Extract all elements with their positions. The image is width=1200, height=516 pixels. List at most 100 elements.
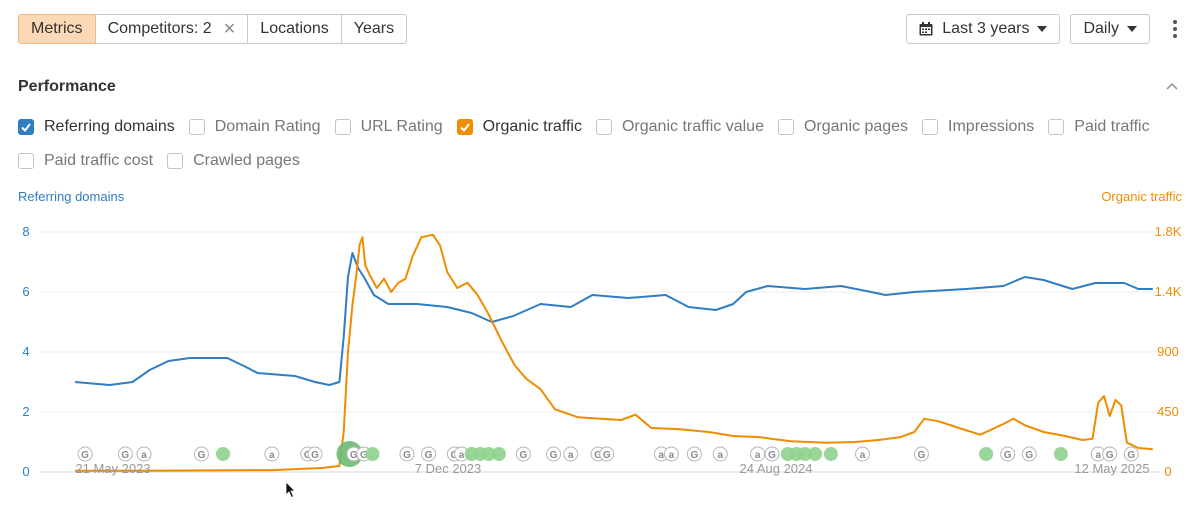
checkbox-label: Paid traffic xyxy=(1074,118,1150,135)
checkbox-label: Organic traffic xyxy=(482,118,582,135)
interval-label: Daily xyxy=(1083,20,1119,37)
close-icon[interactable]: × xyxy=(223,18,236,40)
competitors-tab-label: Competitors: 2 xyxy=(107,20,212,37)
ahrefs-update-marker xyxy=(264,446,280,462)
series-line-organic-traffic xyxy=(75,233,1153,472)
event-dot-marker xyxy=(491,447,506,461)
ahrefs-icon: a xyxy=(459,450,465,461)
ahrefs-icon: a xyxy=(141,450,147,461)
checkbox-impressions[interactable]: Impressions xyxy=(922,118,1034,136)
checkbox-paid-traffic-cost[interactable]: Paid traffic cost xyxy=(18,152,153,170)
checkbox-box[interactable] xyxy=(18,153,34,169)
google-update-marker xyxy=(1000,446,1016,462)
checkbox-paid-traffic[interactable]: Paid traffic xyxy=(1048,118,1150,136)
chevron-up-icon[interactable] xyxy=(1166,80,1178,92)
metrics-tab-label: Metrics xyxy=(31,20,83,37)
google-icon: G xyxy=(690,450,698,461)
google-update-marker xyxy=(546,446,562,462)
checkbox-label: Domain Rating xyxy=(214,118,321,135)
google-icon: G xyxy=(1004,450,1012,461)
competitors-tab[interactable]: Competitors: 2 × xyxy=(95,14,249,44)
x-tick-label: 21 May 2023 xyxy=(75,461,150,476)
metrics-tab[interactable]: Metrics xyxy=(18,14,96,44)
google-icon: G xyxy=(198,450,206,461)
date-range-label: Last 3 years xyxy=(942,20,1030,37)
section-title: Performance xyxy=(18,78,116,95)
google-update-marker xyxy=(913,446,929,462)
event-dot-marker xyxy=(979,447,994,461)
google-icon: G xyxy=(1127,450,1135,461)
locations-tab[interactable]: Locations xyxy=(248,14,342,44)
checkbox-label: Paid traffic cost xyxy=(44,152,154,169)
checkbox-box[interactable] xyxy=(777,119,794,135)
more-options-icon[interactable] xyxy=(1168,20,1182,38)
date-range-dropdown[interactable]: Last 3 years xyxy=(906,14,1061,44)
google-icon: G xyxy=(360,450,368,461)
left-tick-label: 0 xyxy=(22,464,29,479)
event-dot-marker xyxy=(481,447,496,461)
left-tick-label: 8 xyxy=(22,224,29,239)
interval-dropdown[interactable]: Daily xyxy=(1070,14,1150,44)
google-icon: G xyxy=(768,450,776,461)
google-update-marker xyxy=(686,446,702,462)
event-dot-marker xyxy=(808,447,823,461)
ahrefs-icon: a xyxy=(1095,450,1101,461)
ahrefs-update-marker xyxy=(855,446,871,462)
mouse-cursor-icon xyxy=(285,481,296,499)
google-update-marker xyxy=(599,446,615,462)
google-icon: G xyxy=(81,450,89,461)
left-tick-label: 6 xyxy=(22,284,29,299)
checkbox-label: Organic traffic value xyxy=(621,118,764,135)
google-icon: G xyxy=(603,450,611,461)
years-tab[interactable]: Years xyxy=(341,14,408,44)
google-update-marker xyxy=(421,446,437,462)
checkbox-url-rating[interactable]: URL Rating xyxy=(334,118,443,136)
event-dot-marker xyxy=(216,447,231,461)
checkbox-box[interactable] xyxy=(167,153,184,169)
checkbox-box[interactable] xyxy=(188,119,205,135)
ahrefs-update-marker xyxy=(712,446,728,462)
event-dot-marker xyxy=(823,447,838,461)
ahrefs-icon: a xyxy=(568,450,574,461)
right-axis-title: Organic traffic xyxy=(1101,189,1182,204)
performance-chart[interactable]: 0246804509001.4K1.8KGGaGaGGGGGGGaGGaGGaa… xyxy=(0,210,1200,485)
google-icon: G xyxy=(519,450,527,461)
x-tick-label: 24 Aug 2024 xyxy=(739,461,812,476)
google-update-marker xyxy=(764,446,780,462)
checkbox-referring-domains[interactable]: Referring domains xyxy=(18,118,175,136)
x-tick-label: 12 May 2025 xyxy=(1074,461,1149,476)
chevron-down-icon xyxy=(1037,26,1048,32)
right-tick-label: 0 xyxy=(1164,464,1171,479)
metric-checkboxes: Referring domains Domain Rating URL Rating… xyxy=(18,116,1188,184)
ahrefs-update-marker xyxy=(563,446,579,462)
google-update-marker xyxy=(1123,446,1139,462)
checkmark-icon[interactable] xyxy=(456,119,473,135)
checkbox-organic-pages[interactable]: Organic pages xyxy=(777,118,908,136)
chevron-down-icon xyxy=(1127,26,1137,32)
checkbox-box[interactable] xyxy=(334,119,351,135)
checkbox-label: Referring domains xyxy=(44,118,175,135)
left-axis-title: Referring domains xyxy=(18,189,125,204)
checkmark-icon[interactable] xyxy=(18,119,34,135)
google-icon: G xyxy=(1106,450,1114,461)
google-icon: G xyxy=(550,450,558,461)
checkbox-box[interactable] xyxy=(922,119,939,135)
checkbox-crawled-pages[interactable]: Crawled pages xyxy=(167,152,300,170)
google-update-marker xyxy=(193,446,209,462)
google-update-marker xyxy=(1021,446,1037,462)
checkbox-organic-traffic-value[interactable]: Organic traffic value xyxy=(595,118,764,136)
checkbox-domain-rating[interactable]: Domain Rating xyxy=(188,118,321,136)
right-tick-label: 1.8K xyxy=(1155,224,1182,239)
checkbox-organic-traffic[interactable]: Organic traffic xyxy=(456,118,582,136)
checkbox-box[interactable] xyxy=(1048,119,1065,135)
checkbox-box[interactable] xyxy=(595,119,612,135)
ahrefs-icon: a xyxy=(269,450,275,461)
checkbox-label: Impressions xyxy=(948,118,1035,135)
ahrefs-icon: a xyxy=(659,450,665,461)
google-icon: G xyxy=(121,450,129,461)
right-tick-label: 900 xyxy=(1157,344,1179,359)
calendar-icon xyxy=(919,22,933,36)
right-tick-label: 450 xyxy=(1157,404,1179,419)
right-tick-label: 1.4K xyxy=(1155,284,1182,299)
google-update-marker xyxy=(307,446,323,462)
